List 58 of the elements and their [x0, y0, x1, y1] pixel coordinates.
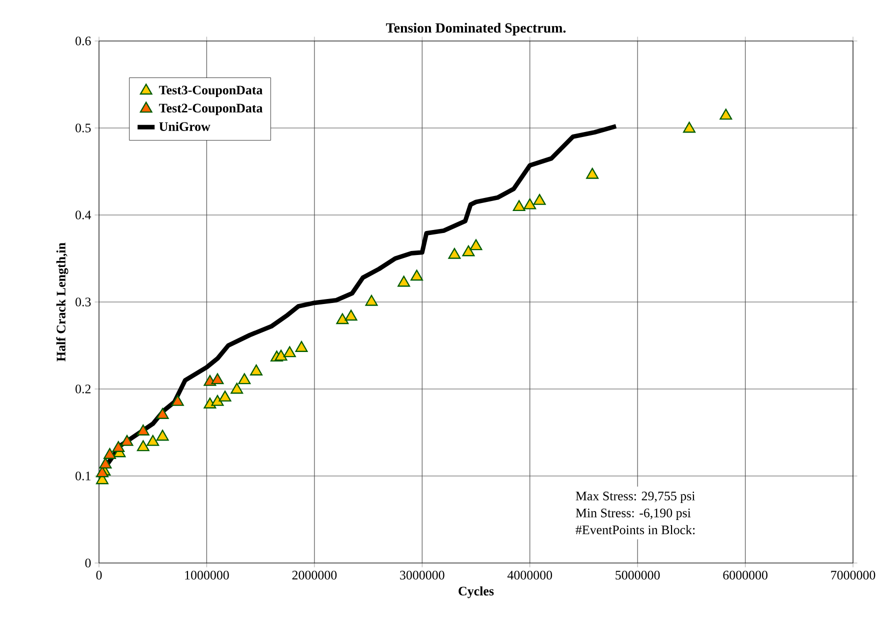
point — [683, 122, 696, 133]
point — [410, 270, 423, 281]
point — [171, 394, 184, 406]
x-tick-label: 2000000 — [292, 570, 337, 580]
point — [283, 346, 296, 358]
point — [112, 441, 125, 452]
point — [204, 398, 216, 409]
y-tick-label: 0.2 — [76, 384, 91, 394]
point — [448, 248, 461, 259]
point — [336, 313, 349, 324]
point — [344, 310, 358, 321]
point — [99, 458, 112, 469]
point — [238, 373, 251, 384]
point — [136, 424, 150, 436]
y-tick-label: 0 — [85, 558, 91, 568]
point — [586, 168, 599, 179]
point — [136, 440, 150, 452]
x-tick-label: 5000000 — [616, 570, 660, 580]
x-tick-label: 4000000 — [507, 570, 552, 580]
y-tick-label: 0.4 — [76, 210, 92, 220]
legend-label: UniGrow — [159, 122, 210, 131]
x-tick-label: 3000000 — [400, 570, 444, 580]
annotation: #EventPoints in Block: — [576, 525, 695, 534]
legend-label: Test3-CouponData — [159, 86, 263, 98]
point — [365, 294, 378, 306]
annotation: Min Stress: -6,190 psi — [576, 508, 691, 520]
point — [533, 194, 546, 205]
point — [120, 434, 134, 446]
point — [274, 350, 288, 361]
y-tick-label: 0.3 — [76, 298, 91, 306]
legend-label: Test2-CouponData — [159, 104, 263, 116]
x-axis-title: Cycles — [458, 586, 494, 598]
chart-title: Tension Dominated Spectrum. — [386, 22, 566, 36]
y-tick-label: 0.5 — [76, 124, 91, 132]
point — [470, 239, 482, 250]
point — [720, 108, 732, 120]
x-tick-label: 1000000 — [185, 570, 229, 580]
point — [524, 198, 536, 210]
y-axis-title: Half Crack Length,in — [56, 242, 68, 362]
point — [295, 341, 308, 352]
y-tick-label: 0.6 — [76, 36, 91, 46]
y-tick-label: 0.1 — [76, 472, 90, 480]
point — [462, 245, 475, 256]
point — [156, 430, 169, 441]
point — [230, 382, 244, 394]
point — [250, 364, 262, 376]
x-tick-label: 7000000 — [831, 570, 876, 580]
point — [156, 408, 169, 419]
annotation: Max Stress: 29,755 psi — [576, 492, 696, 504]
point — [218, 390, 232, 402]
point — [211, 394, 224, 406]
point — [146, 434, 160, 446]
point — [512, 200, 526, 212]
x-tick-label: 0 — [96, 570, 102, 580]
x-tick-label: 6000000 — [723, 570, 768, 580]
point — [398, 276, 410, 287]
point — [104, 448, 116, 459]
point — [211, 373, 224, 384]
